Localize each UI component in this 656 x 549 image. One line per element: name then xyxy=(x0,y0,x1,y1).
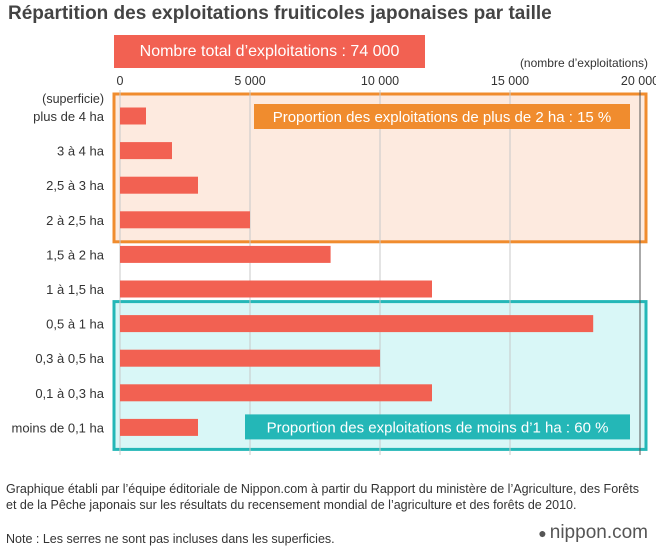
y-tick-label: 0,1 à 0,3 ha xyxy=(35,386,104,401)
group-label-1: Proportion des exploitations de moins d’… xyxy=(267,419,609,436)
x-tick-label: 20 000 xyxy=(621,74,656,88)
x-axis-label: (nombre d’exploitations) xyxy=(519,56,648,70)
y-tick-label: 1 à 1,5 ha xyxy=(46,282,105,297)
bar xyxy=(120,418,198,436)
bar xyxy=(120,107,146,125)
x-tick-label: 10 000 xyxy=(361,74,399,88)
y-tick-label: 1,5 à 2 ha xyxy=(46,247,105,262)
x-tick-label: 15 000 xyxy=(491,74,529,88)
y-axis-label: (superficie) xyxy=(42,92,104,106)
group-label-0: Proportion des exploitations de plus de … xyxy=(273,109,612,126)
y-tick-label: moins de 0,1 ha xyxy=(11,420,104,435)
y-tick-label: 2 à 2,5 ha xyxy=(46,213,105,228)
total-farms-badge: Nombre total d’exploitations : 74 000 xyxy=(114,35,425,68)
bar xyxy=(120,142,172,160)
y-tick-label: 0,5 à 1 ha xyxy=(46,317,105,332)
chart-title: Répartition des exploitations fruiticole… xyxy=(8,3,552,24)
bar xyxy=(120,211,250,229)
bar xyxy=(120,349,380,367)
x-tick-label: 5 000 xyxy=(234,74,265,88)
footnote: Note : Les serres ne sont pas incluses d… xyxy=(6,532,335,546)
group-label-bg-1 xyxy=(245,414,630,440)
logo-dot-icon: ● xyxy=(538,525,547,541)
bar xyxy=(120,176,198,194)
source-note: Graphique établi par l’équipe éditoriale… xyxy=(6,482,639,512)
logo-text: nippon.com xyxy=(549,522,648,543)
bar xyxy=(120,245,331,263)
y-tick-label: plus de 4 ha xyxy=(33,109,105,124)
y-tick-label: 0,3 à 0,5 ha xyxy=(35,351,104,366)
x-tick-label: 0 xyxy=(117,74,124,88)
bar xyxy=(120,384,432,402)
group-label-bg-0 xyxy=(254,104,630,129)
nippon-logo[interactable]: ● nippon.com xyxy=(538,522,648,544)
y-tick-label: 3 à 4 ha xyxy=(57,144,105,159)
y-tick-label: 2,5 à 3 ha xyxy=(46,178,105,193)
bar xyxy=(120,280,432,298)
bar xyxy=(120,315,594,333)
bar-chart: 0 5 000 10 000 15 000 20 000 (superficie) plus… xyxy=(11,74,656,455)
